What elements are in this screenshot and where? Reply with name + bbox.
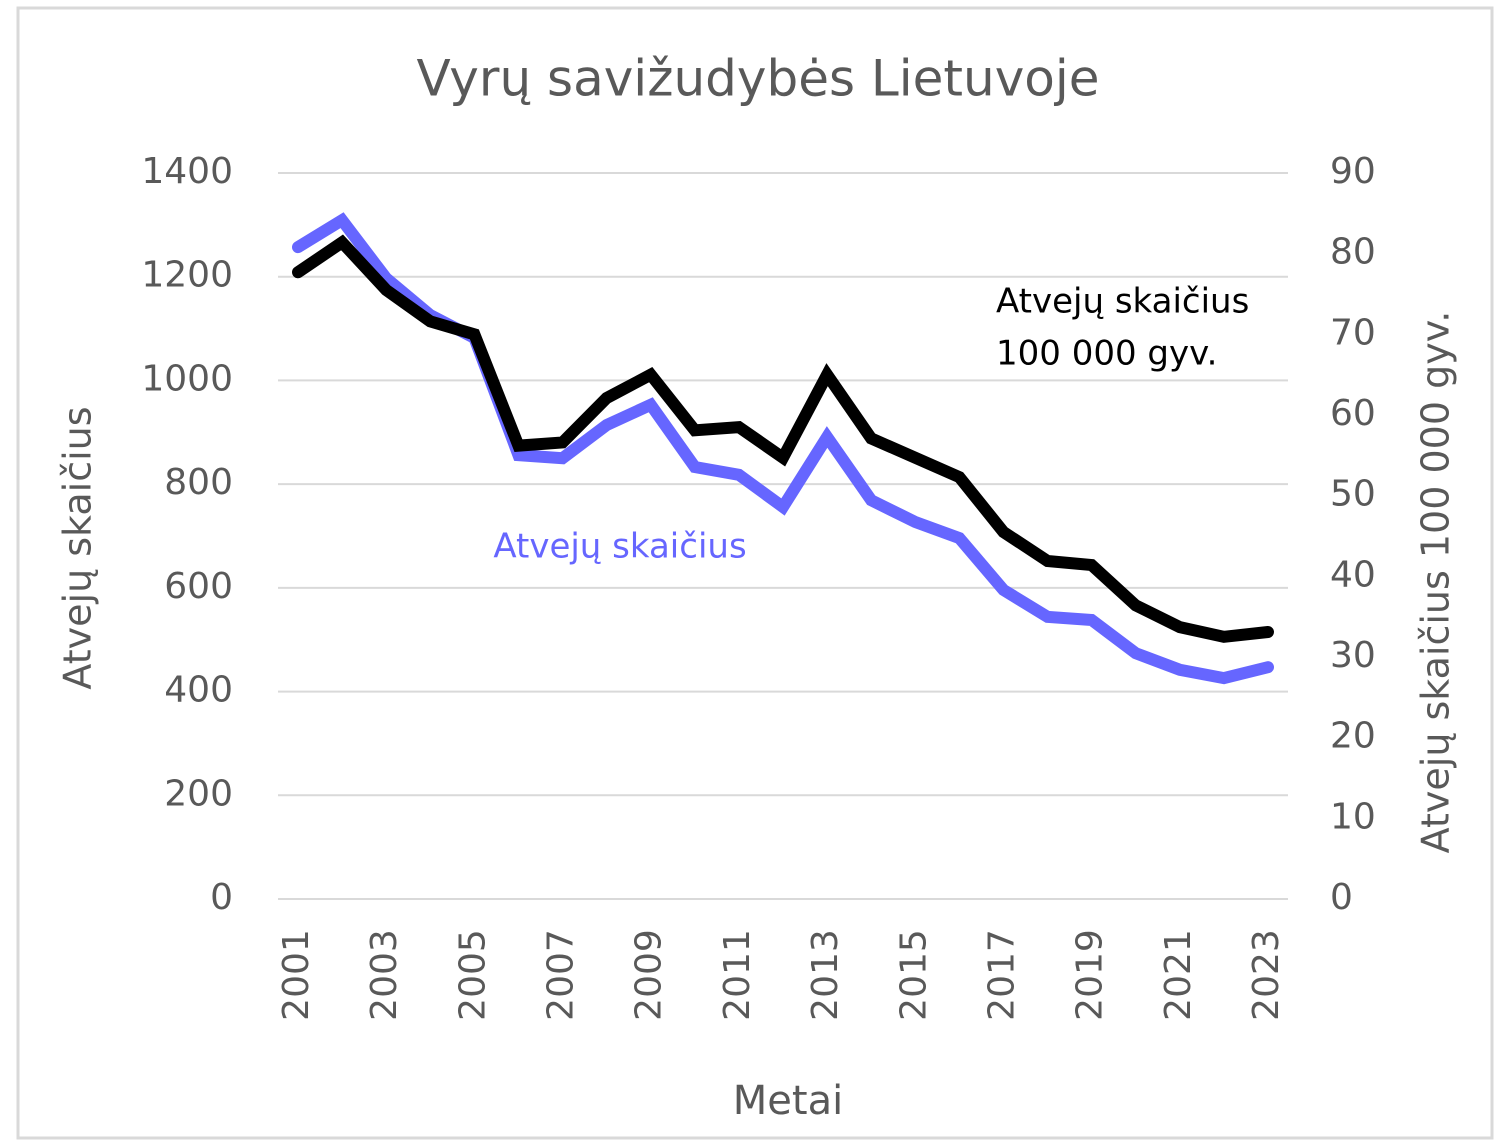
y2-tick-label: 70 bbox=[1330, 312, 1376, 353]
y2-tick-label: 80 bbox=[1330, 232, 1376, 273]
y2-tick-label: 10 bbox=[1330, 796, 1376, 837]
y2-axis-label: Atvejų skaičius 100 000 gyv. bbox=[1414, 311, 1458, 854]
annotation: Atvejų skaičius bbox=[996, 282, 1249, 322]
y-tick-label: 400 bbox=[164, 670, 233, 711]
y-tick-label: 1200 bbox=[141, 255, 233, 296]
x-tick-label: 2009 bbox=[629, 929, 670, 1021]
y2-tick-label: 0 bbox=[1330, 877, 1353, 918]
x-tick-label: 2015 bbox=[893, 929, 934, 1021]
chart-frame bbox=[16, 6, 1494, 1140]
x-tick-label: 2023 bbox=[1246, 929, 1287, 1021]
y-tick-label: 0 bbox=[210, 877, 233, 918]
x-tick-label: 2011 bbox=[717, 929, 758, 1021]
chart-title: Vyrų savižudybės Lietuvoje bbox=[416, 50, 1099, 108]
x-axis-label: Metai bbox=[733, 1078, 843, 1124]
y2-tick-label: 90 bbox=[1330, 151, 1376, 192]
x-tick-label: 2001 bbox=[276, 929, 317, 1021]
y-tick-label: 600 bbox=[164, 566, 233, 607]
x-tick-label: 2007 bbox=[541, 929, 582, 1021]
y2-tick-label: 30 bbox=[1330, 635, 1376, 676]
y-tick-label: 1000 bbox=[141, 358, 233, 399]
y-tick-label: 800 bbox=[164, 462, 233, 503]
x-tick-label: 2013 bbox=[805, 929, 846, 1021]
y2-tick-label: 40 bbox=[1330, 554, 1376, 595]
y-tick-label: 200 bbox=[164, 773, 233, 814]
annotation: 100 000 gyv. bbox=[996, 334, 1217, 374]
y2-tick-label: 60 bbox=[1330, 393, 1376, 434]
x-tick-label: 2005 bbox=[452, 929, 493, 1021]
x-tick-label: 2003 bbox=[364, 929, 405, 1021]
line-series bbox=[292, 234, 1274, 643]
y2-tick-label: 20 bbox=[1330, 716, 1376, 757]
annotation: Atvejų skaičius bbox=[493, 527, 746, 567]
x-tick-label: 2017 bbox=[981, 929, 1022, 1021]
y-tick-label: 1400 bbox=[141, 151, 233, 192]
y-axis-label: Atvejų skaičius bbox=[56, 406, 100, 689]
y2-tick-label: 50 bbox=[1330, 474, 1376, 515]
x-tick-label: 2019 bbox=[1070, 929, 1111, 1021]
x-tick-label: 2021 bbox=[1158, 929, 1199, 1021]
